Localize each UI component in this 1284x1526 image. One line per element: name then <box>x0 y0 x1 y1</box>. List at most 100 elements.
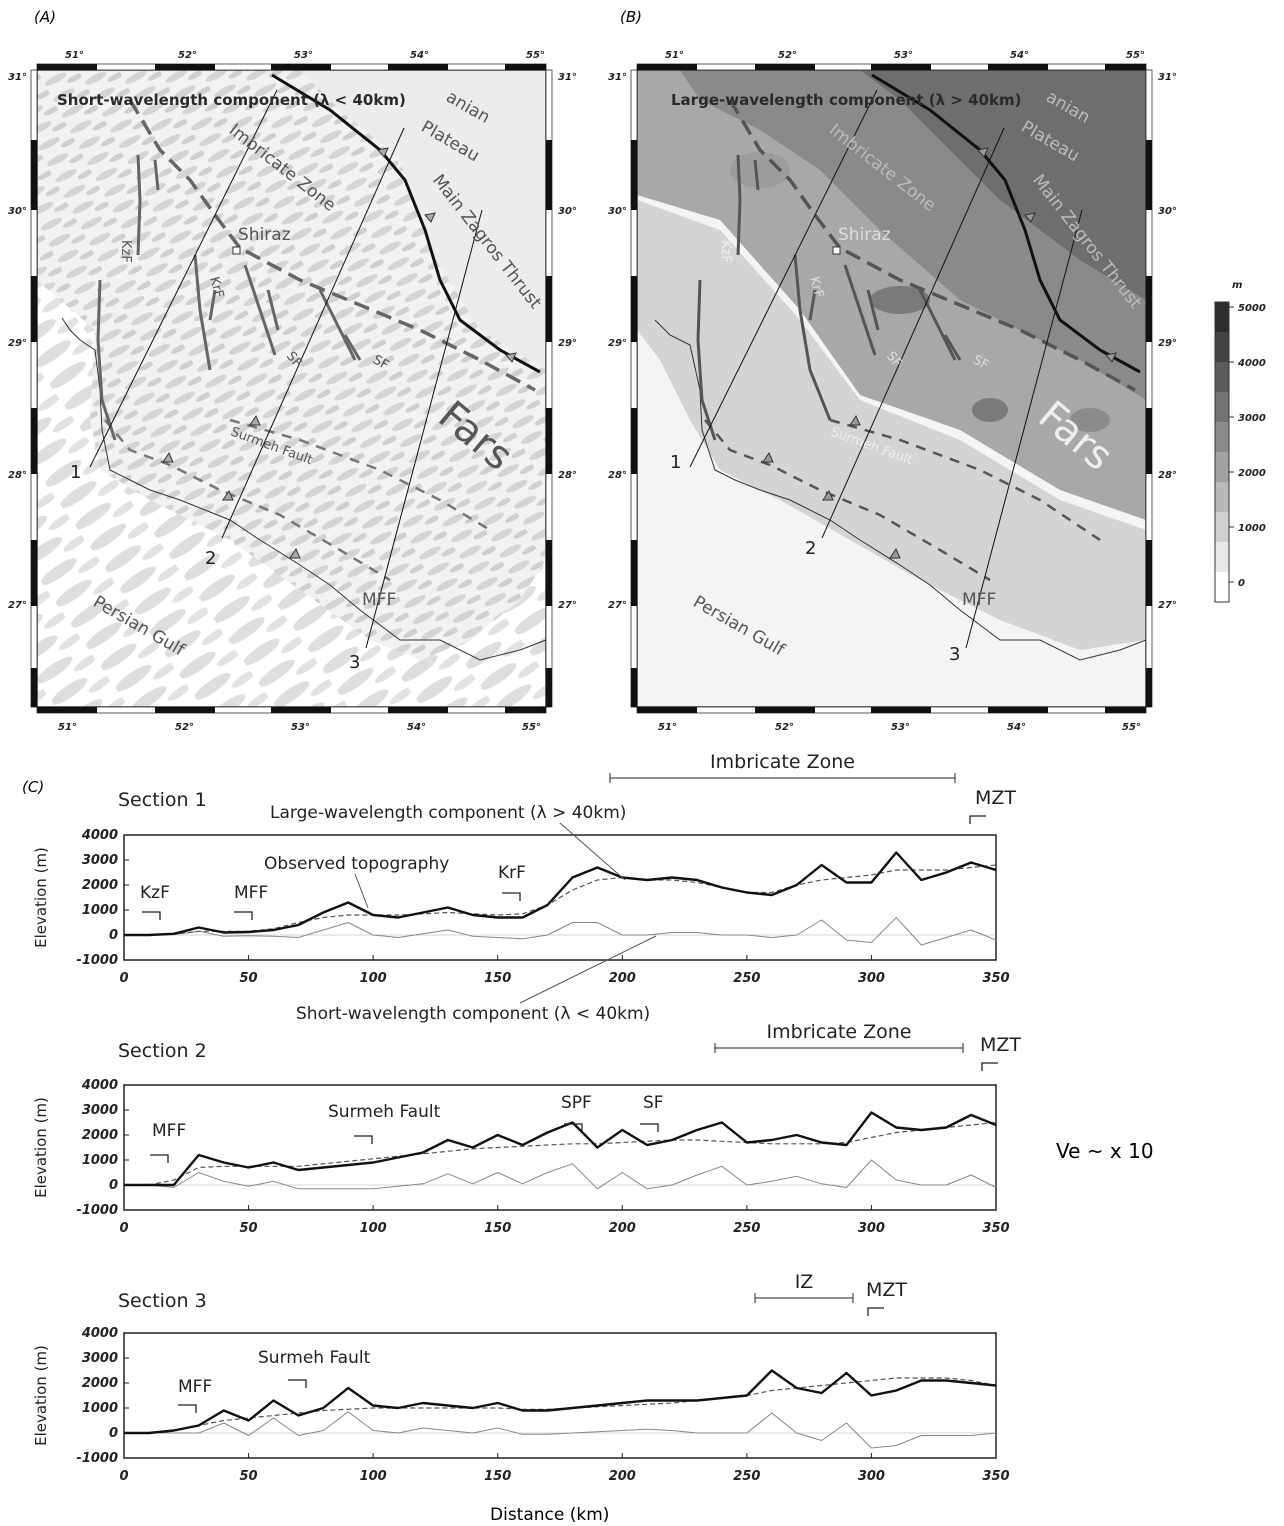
zone-label: Imbricate Zone <box>767 1021 912 1043</box>
fault-annotation: KrF <box>498 863 526 883</box>
observed-topography-line <box>124 1369 997 1435</box>
y-tick-label: 2000 <box>82 1128 118 1143</box>
fault-arrow <box>178 1404 197 1413</box>
panel-a-coastline <box>61 317 547 661</box>
panel-b-mzt-line <box>871 73 1141 374</box>
panel-b-map <box>637 70 1146 707</box>
short-wavelength-line <box>124 1159 997 1190</box>
x-tick-label: 300 <box>858 1469 885 1484</box>
panel-b-section-1: 1 <box>670 452 681 473</box>
colorbar-tick-label: 1000 <box>1238 523 1266 534</box>
panel-b-mff-label: MFF <box>962 590 996 610</box>
svg-text:53°: 53° <box>894 50 913 61</box>
panel-a-label: (A) <box>34 8 56 26</box>
colorbar-tick-label: 2000 <box>1238 468 1266 479</box>
panel-a-lat-ticks-left: 31° 30° 29° 28° 27° <box>8 72 27 611</box>
colorbar-frame <box>1214 301 1230 603</box>
panel-a-frame-bars <box>30 63 553 714</box>
x-tick-label: 0 <box>119 971 128 986</box>
y-tick-label: 4000 <box>81 828 118 843</box>
panel-a-section-3: 3 <box>349 652 360 673</box>
large-wavelength-line <box>124 1121 997 1186</box>
y-tick-label: 0 <box>109 928 118 943</box>
plot-frame <box>123 1084 997 1211</box>
fault-annotation: SF <box>643 1093 664 1113</box>
section-title: Section 2 <box>118 1040 207 1062</box>
svg-text:28°: 28° <box>1158 470 1177 481</box>
y-axis-label: Elevation (m) <box>32 1345 50 1446</box>
svg-text:52°: 52° <box>778 50 797 61</box>
svg-text:51°: 51° <box>58 722 77 733</box>
panel-a-title: Short-wavelength component (λ < 40km) <box>57 91 406 109</box>
panel-a-mzt-line <box>271 73 541 374</box>
svg-text:27°: 27° <box>608 600 627 611</box>
fault-annotation: MFF <box>178 1377 212 1397</box>
panel-a-hzf-fault <box>128 99 536 392</box>
colorbar-tick-label: 0 <box>1238 578 1245 589</box>
x-tick-label: 50 <box>240 1469 258 1484</box>
x-tick-label: 250 <box>733 1221 760 1236</box>
x-tick-label: 100 <box>360 971 387 986</box>
svg-text:31°: 31° <box>8 72 27 83</box>
panel-a-lat-ticks-right: 31° 30° 29° 28° 27° <box>558 72 577 611</box>
svg-text:51°: 51° <box>665 50 684 61</box>
fault-arrow <box>288 1379 307 1388</box>
panel-b: (B) <box>608 8 1177 733</box>
colorbar-cell <box>1215 452 1229 483</box>
svg-text:27°: 27° <box>8 600 27 611</box>
fault-annotation: Surmeh Fault <box>328 1102 441 1122</box>
y-tick-label: -1000 <box>76 1203 118 1218</box>
legend-leader <box>354 873 369 909</box>
panel-a-shiraz-label: Shiraz <box>238 225 291 245</box>
short-wavelength-line <box>124 917 997 946</box>
svg-text:55°: 55° <box>522 722 541 733</box>
colorbar-cell <box>1215 362 1229 393</box>
fault-arrow <box>502 892 521 901</box>
svg-text:54°: 54° <box>407 722 426 733</box>
panel-a-mff-label: MFF <box>362 590 396 610</box>
x-tick-label: 350 <box>982 1221 1009 1236</box>
panel-b-section-lines <box>689 89 1083 649</box>
svg-text:52°: 52° <box>178 50 197 61</box>
svg-text:53°: 53° <box>891 722 910 733</box>
svg-text:29°: 29° <box>608 338 627 349</box>
y-tick-label: 4000 <box>81 1078 118 1093</box>
panel-a-lon-ticks-top: 51° 52° 53° 54° 55° <box>65 50 545 61</box>
x-tick-label: 350 <box>982 1469 1009 1484</box>
short-wavelength-line <box>124 1411 997 1449</box>
mzt-label: MZT <box>975 787 1016 809</box>
plot-frame <box>123 1332 997 1459</box>
legend-leader <box>559 822 626 881</box>
panel-b-label: (B) <box>620 8 642 26</box>
svg-text:55°: 55° <box>1122 722 1141 733</box>
colorbar-cell <box>1215 332 1229 363</box>
panel-b-kzf-label: KzF <box>718 240 733 263</box>
panel-a-sf-label-2: SF <box>370 352 391 373</box>
panel-b-section-3: 3 <box>949 644 960 665</box>
svg-text:27°: 27° <box>558 600 577 611</box>
svg-text:52°: 52° <box>775 722 794 733</box>
zone-label: IZ <box>795 1271 814 1293</box>
panel-b-mff-fault <box>704 419 991 582</box>
colorbar-tick-label: 3000 <box>1238 413 1266 424</box>
mzt-arrow <box>981 1062 998 1071</box>
y-axis-label: Elevation (m) <box>32 1097 50 1198</box>
x-tick-label: 150 <box>484 971 511 986</box>
panel-a-thrust-triangles <box>162 147 517 559</box>
panel-a: (A) <box>8 8 577 733</box>
x-tick-label: 100 <box>360 1221 387 1236</box>
panel-b-lat-ticks-right: 31° 30° 29° 28° 27° <box>1158 72 1177 611</box>
svg-text:54°: 54° <box>1007 722 1026 733</box>
svg-text:29°: 29° <box>558 338 577 349</box>
y-tick-label: 3000 <box>82 853 118 868</box>
mzt-arrow <box>867 1307 884 1316</box>
svg-text:30°: 30° <box>8 206 27 217</box>
svg-text:29°: 29° <box>1158 338 1177 349</box>
observed-topography-line <box>124 1111 997 1187</box>
fault-annotation: Surmeh Fault <box>258 1348 371 1368</box>
mzt-label: MZT <box>980 1034 1021 1056</box>
x-tick-label: 200 <box>609 1469 636 1484</box>
panel-a-section-lines <box>89 89 483 649</box>
x-tick-label: 150 <box>484 1469 511 1484</box>
